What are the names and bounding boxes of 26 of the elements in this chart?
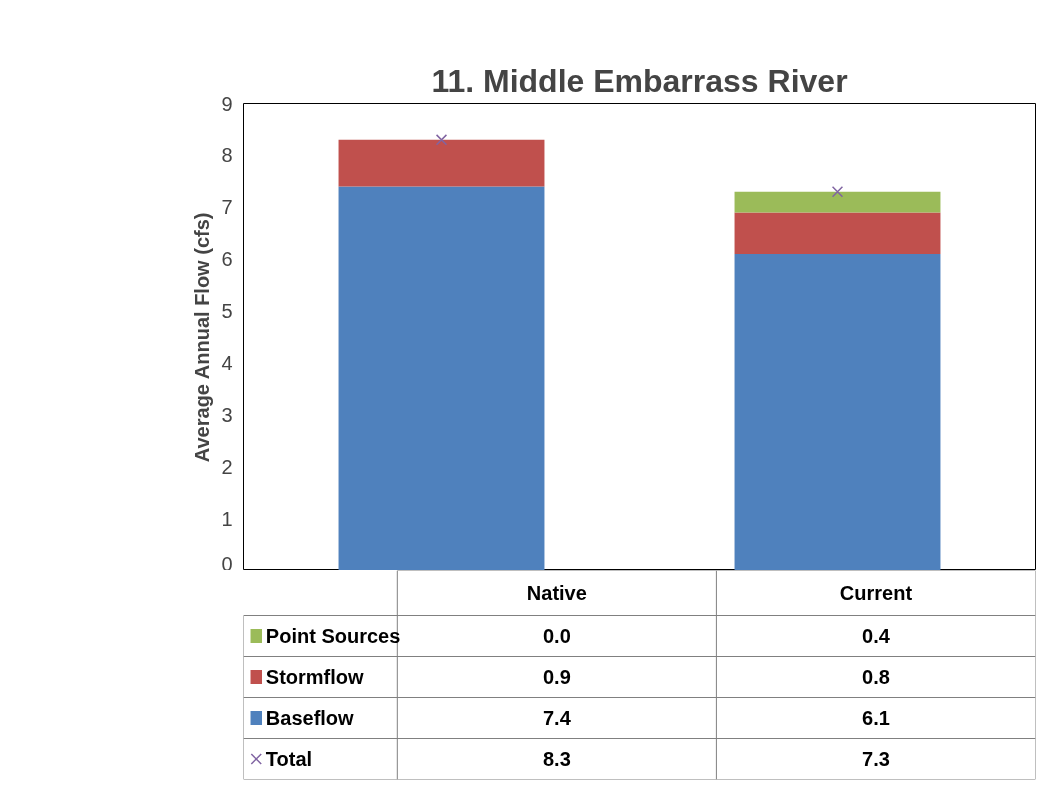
data-label: 0.0 xyxy=(542,625,571,647)
legend-label: Point Sources xyxy=(265,625,401,647)
data-label: 0.8 xyxy=(862,666,890,688)
y-axis-title: Average Annual Flow (cfs) xyxy=(191,212,214,463)
y-tick-label: 9 xyxy=(221,92,233,115)
y-tick-label: 5 xyxy=(221,300,233,323)
legend-label: Total xyxy=(265,748,313,770)
y-tick-label: 3 xyxy=(221,403,233,426)
x-tick-label: Native xyxy=(526,582,587,604)
data-label: 6.1 xyxy=(862,707,890,729)
data-label: 0.9 xyxy=(542,666,571,688)
legend-label: Stormflow xyxy=(265,666,365,688)
chart-title: 11. Middle Embarrass River xyxy=(431,62,848,99)
data-label: 8.3 xyxy=(542,748,571,770)
data-label: 7.4 xyxy=(542,707,572,729)
data-label: 0.4 xyxy=(862,625,891,647)
y-tick-label: 4 xyxy=(221,351,233,374)
y-tick-label: 6 xyxy=(221,248,233,271)
y-tick-label: 8 xyxy=(221,144,233,167)
legend-label: Baseflow xyxy=(265,707,355,729)
y-tick-label: 1 xyxy=(221,507,233,530)
y-tick-label: 0 xyxy=(221,552,233,575)
data-label: 7.3 xyxy=(862,748,890,770)
y-tick-label: 7 xyxy=(221,196,233,219)
x-tick-label: Current xyxy=(839,582,913,604)
y-tick-label: 2 xyxy=(221,455,233,478)
